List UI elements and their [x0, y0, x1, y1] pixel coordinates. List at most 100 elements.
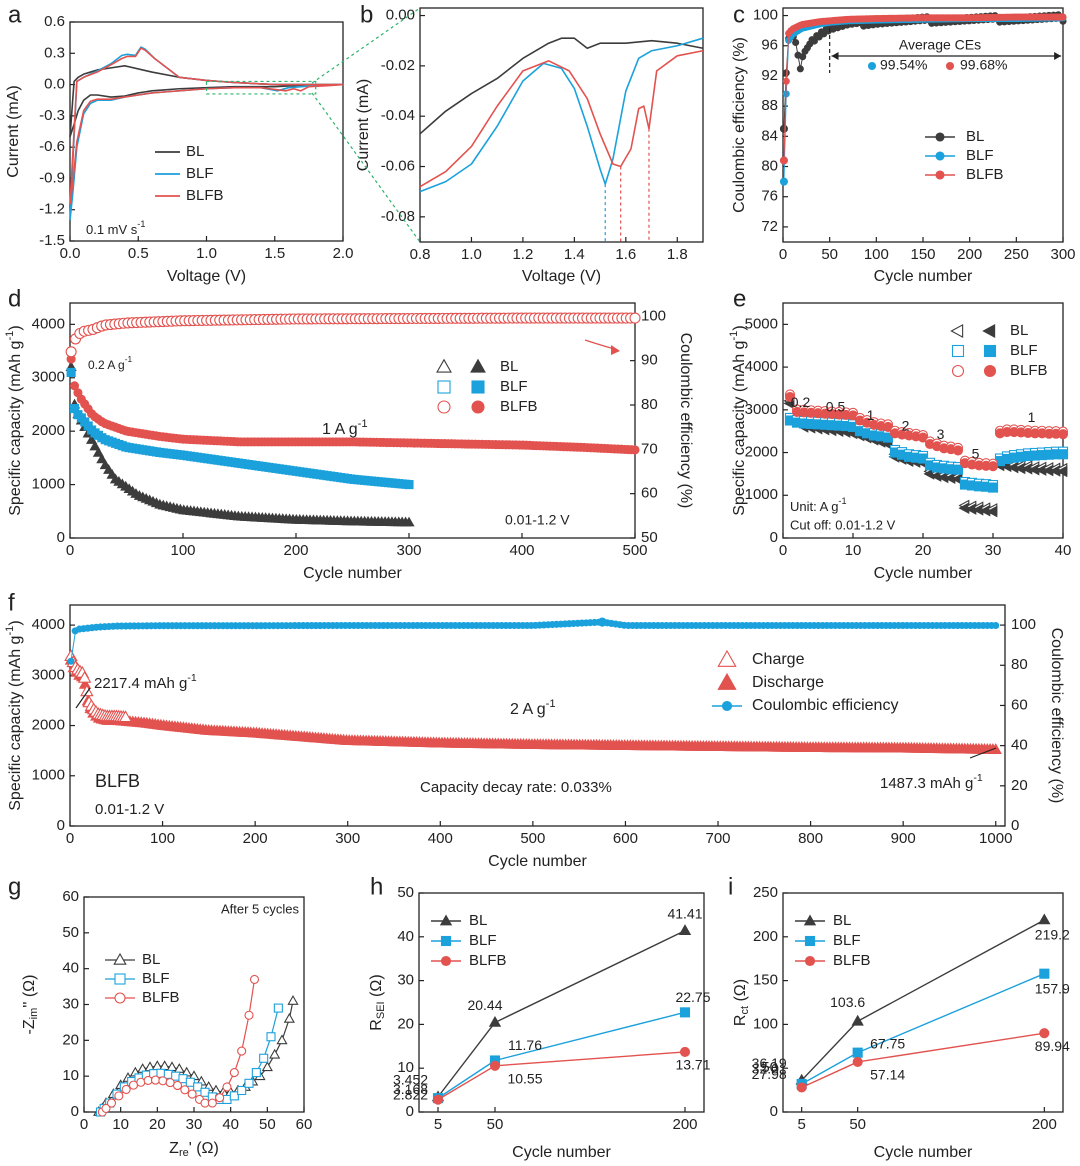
y-tick-label: 80 [761, 157, 778, 174]
x-tick-label: 600 [613, 830, 638, 847]
nyquist-point-BL [276, 1034, 288, 1045]
plot-frame [69, 21, 344, 242]
data-label-BL: 3.452 [393, 1072, 428, 1088]
y-tick-label: 4000 [32, 616, 65, 633]
axes-a: 0.0 0.5 1.0 1.5 2.0 -1.5 -1.2 -0.9 -0.6 -0.3 0.0 0.… [39, 13, 353, 262]
y-tick-label: 3000 [745, 401, 778, 418]
rate-step-label: 1 [867, 407, 875, 423]
y-tick-label: 0 [57, 529, 65, 546]
x-tick-label: 50 [259, 1116, 276, 1133]
y2-tick-label: 80 [1011, 656, 1028, 673]
average-ce-title: Average CEs [899, 37, 981, 53]
x-tick-label: 30 [186, 1116, 203, 1133]
y-axis-label: Current (mA) [5, 85, 22, 177]
end-capacity-label: 1487.3 mAh g-1 [880, 772, 983, 792]
y-tick-label: -1.2 [39, 201, 65, 218]
x-tick-label: 400 [428, 830, 453, 847]
y2-tick-label: 100 [641, 307, 666, 324]
material-label: BLFB [95, 771, 140, 791]
legend-label-charge: Charge [752, 651, 805, 668]
x-axis-label: Cycle number [874, 1144, 973, 1161]
x-tick-label: 5 [797, 1116, 805, 1133]
ce-first-point-BL [779, 124, 788, 133]
x-tick-label: 200 [243, 830, 268, 847]
legend-marker-BLF [804, 935, 816, 947]
nyquist-point-BLF [259, 1053, 269, 1063]
data-label-BLF: 22.75 [675, 989, 710, 1005]
y-tick-label: 30 [62, 995, 79, 1012]
rate-point-BLFB [1057, 429, 1069, 440]
legend-label-BLFB: BLFB [186, 187, 224, 204]
data-point-BL [851, 1014, 864, 1026]
end-arrow [969, 747, 997, 759]
legend-label-BLFB: BLFB [1010, 362, 1048, 379]
x-tick-label: 300 [396, 542, 421, 559]
rate-point-BLF [952, 464, 964, 475]
y2-tick-label: 50 [641, 529, 658, 546]
avg-value-BLF: 99.54% [880, 57, 927, 73]
ce-first-point-BLF [779, 177, 788, 186]
legend-label-BL: BL [186, 143, 204, 160]
ce-point-BLFB [65, 346, 77, 358]
y-tick-label: 0 [71, 1103, 79, 1120]
x-tick-label: 200 [672, 1116, 697, 1133]
nyquist-point-BLFB [215, 1093, 225, 1103]
nyquist-point-BLFB [237, 1046, 247, 1056]
y2-axis-label: Coulombic efficiency (%) [677, 333, 694, 509]
y-tick-label: 50 [62, 924, 79, 941]
y-tick-label: 5000 [745, 315, 778, 332]
axes-i: 5 50 200 0 50 100 150 200 250 36.19 103.6 219.2 32.0… [752, 884, 1070, 1133]
zoom-connector [311, 7, 421, 84]
rate-step-label: 0.2 [791, 394, 811, 410]
y2-tick-label: 80 [641, 396, 658, 413]
condition-label: After 5 cycles [221, 901, 300, 916]
panel-letter: g [8, 873, 21, 900]
y2-tick-label: 60 [641, 485, 658, 502]
nyquist-point-BLF [193, 1082, 203, 1092]
y-tick-label: 20 [62, 1031, 79, 1048]
cutoff-label: Cut off: 0.01-1.2 V [790, 517, 896, 532]
y-axis-label: Rct (Ω) [732, 979, 751, 1026]
y-axis-label: Specific capacity (mAh g-1) [728, 325, 748, 515]
y-tick-label: 10 [397, 1059, 414, 1076]
x-tick-label: 20 [149, 1116, 166, 1133]
y-tick-label: 0 [770, 529, 778, 546]
y-tick-label: -0.6 [39, 138, 65, 155]
nyquist-point-BL [159, 1060, 171, 1071]
data-label-BL: 41.41 [667, 905, 702, 921]
y-tick-label: 92 [761, 67, 778, 84]
rate-point-BL [1056, 465, 1068, 478]
ce-point-BLFB [782, 77, 790, 85]
data-label-BLFB: 13.71 [675, 1057, 710, 1073]
legend-label-BLFB: BLFB [500, 398, 538, 415]
voltage-window-label: 0.01-1.2 V [95, 801, 164, 818]
y2-tick-label: 70 [641, 440, 658, 457]
legend-label-BLF: BLF [469, 932, 497, 949]
x-tick-label: 60 [296, 1116, 313, 1133]
x-tick-label: 0.8 [410, 246, 431, 263]
cv-curve-BLFB [69, 47, 344, 205]
legend-label-ce: Coulombic efficiency [752, 697, 898, 714]
plot-frame [69, 302, 636, 539]
rate-point-BLFB [784, 391, 796, 403]
y-tick-label: 84 [761, 127, 778, 144]
legend-marker-BLF [440, 935, 452, 947]
legend-label-BL: BL [1010, 322, 1028, 339]
data-point-BLFB [489, 1060, 501, 1071]
cv-curve-BL [69, 65, 344, 137]
ce-point-BLFB [629, 312, 641, 324]
legend-filled-BLFB [983, 364, 997, 378]
y-tick-label: 3000 [32, 369, 65, 386]
rate-label: 1 A g-1 [322, 418, 368, 438]
y-tick-label: 0.6 [44, 13, 65, 30]
x-axis-label: Voltage (V) [167, 268, 246, 285]
data-point-BL [488, 1015, 502, 1027]
panel-letter: c [733, 1, 745, 28]
data-point-BLFB [432, 1094, 444, 1105]
nyquist-point-BL [283, 1012, 295, 1023]
axes-f: 0 100 200 300 400 500 600 700 800 900 100001000200… [32, 604, 1036, 847]
y2-tick-label: 90 [641, 352, 658, 369]
x-tick-label: 2.0 [333, 245, 354, 262]
legend-label-BL: BL [500, 358, 518, 375]
panel-letter: f [8, 589, 15, 616]
